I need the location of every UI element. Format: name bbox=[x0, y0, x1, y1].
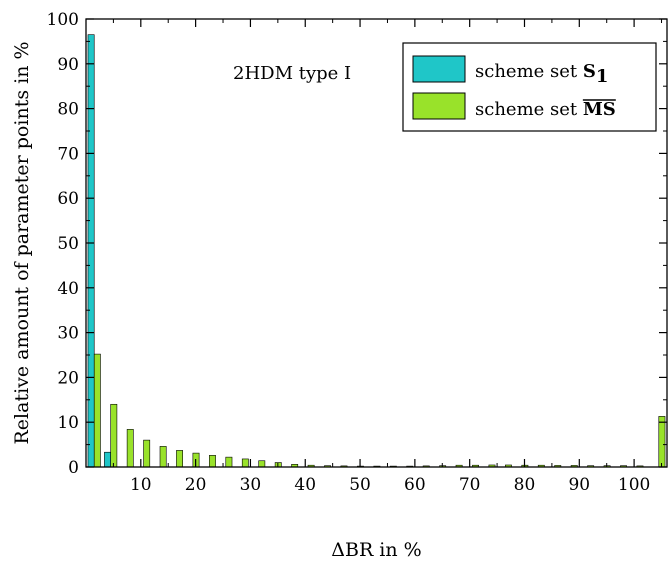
x-tick-label: 50 bbox=[349, 475, 371, 495]
bar-ms-34 bbox=[658, 416, 666, 468]
y-tick-label: 40 bbox=[57, 279, 79, 299]
legend-swatch-s1 bbox=[412, 55, 466, 83]
x-axis-title: ΔBR in % bbox=[331, 539, 421, 561]
legend-label-s1-prefix: scheme set bbox=[475, 61, 583, 82]
y-axis-title: Relative amount of parameter points in % bbox=[11, 41, 33, 444]
legend-label-s1-subscript: 1 bbox=[596, 66, 609, 87]
y-tick-label: 70 bbox=[57, 144, 79, 164]
y-tick-label: 20 bbox=[57, 368, 79, 388]
x-tick-label: 80 bbox=[514, 475, 536, 495]
bar-ms-0 bbox=[93, 353, 101, 468]
x-tick-label: 100 bbox=[618, 475, 650, 495]
x-tick-label: 40 bbox=[294, 475, 316, 495]
legend-label-s1: scheme set S1 bbox=[475, 61, 608, 87]
x-tick-label: 10 bbox=[130, 475, 152, 495]
legend-label-s1-symbol: S bbox=[583, 61, 596, 82]
bar-ms-9 bbox=[241, 458, 249, 468]
bar-s1-0 bbox=[87, 34, 95, 468]
bar-s1-1 bbox=[104, 451, 111, 468]
x-tick-label: 60 bbox=[404, 475, 426, 495]
legend: scheme set S1 scheme set MS bbox=[402, 42, 657, 132]
y-tick-label: 30 bbox=[57, 324, 79, 344]
legend-label-ms: scheme set MS bbox=[475, 99, 616, 120]
bar-ms-3 bbox=[143, 439, 151, 468]
x-tick-label: 90 bbox=[568, 475, 590, 495]
y-tick-label: 80 bbox=[57, 100, 79, 120]
bar-ms-10 bbox=[258, 460, 266, 468]
bar-ms-8 bbox=[225, 456, 233, 468]
y-tick-label: 60 bbox=[57, 189, 79, 209]
x-tick-label: 30 bbox=[240, 475, 262, 495]
x-tick-label: 70 bbox=[459, 475, 481, 495]
legend-swatch-ms bbox=[412, 92, 466, 120]
y-tick-label: 100 bbox=[47, 10, 79, 30]
legend-label-ms-symbol: MS bbox=[583, 99, 616, 120]
bar-ms-1 bbox=[110, 403, 118, 468]
y-tick-label: 0 bbox=[68, 458, 79, 478]
x-axis: 10 20 30 40 50 60 70 80 90 100 bbox=[112, 19, 663, 495]
y-tick-label: 90 bbox=[57, 55, 79, 75]
bar-ms-2 bbox=[126, 429, 134, 468]
bar-ms-5 bbox=[176, 450, 183, 468]
bar-ms-7 bbox=[209, 455, 216, 468]
y-tick-label: 50 bbox=[57, 234, 79, 254]
y-axis: 0 10 20 30 40 50 60 70 80 90 100 bbox=[47, 10, 667, 478]
x-tick-label: 20 bbox=[185, 475, 207, 495]
y-tick-label: 10 bbox=[57, 413, 79, 433]
legend-label-ms-prefix: scheme set bbox=[475, 99, 583, 120]
bar-ms-4 bbox=[159, 446, 167, 468]
model-annotation: 2HDM type I bbox=[233, 63, 351, 84]
